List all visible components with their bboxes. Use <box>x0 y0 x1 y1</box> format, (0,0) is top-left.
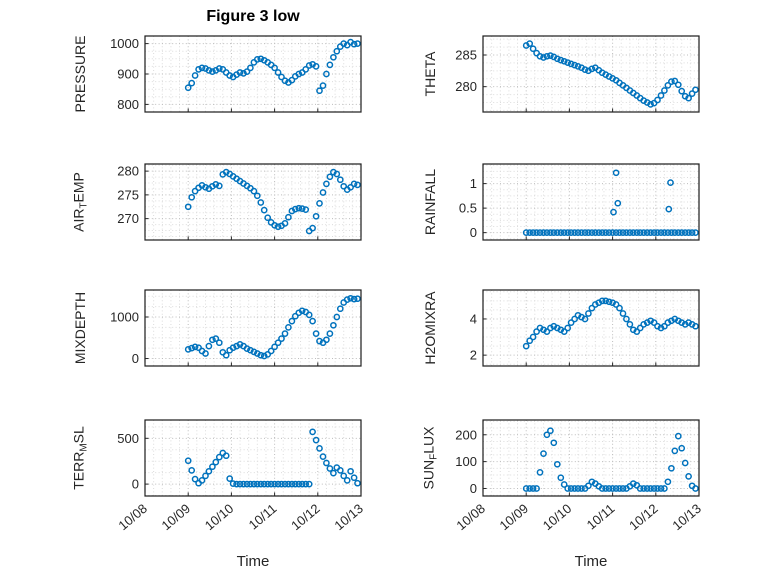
ytick-label: 800 <box>117 97 139 112</box>
chart-h2omixra: 24 <box>470 289 700 367</box>
ylabel-pressure: PRESSURE <box>72 35 88 113</box>
ytick-label: 0.5 <box>459 201 477 216</box>
data-points-h2omixra <box>522 297 699 350</box>
ylabel-air-temp: AIRTEMP <box>70 172 90 232</box>
data-points-rainfall <box>522 169 699 236</box>
data-points-mixdepth <box>184 294 361 360</box>
ytick-label: 4 <box>470 311 477 326</box>
chart-rainfall: 00.51 <box>459 163 700 241</box>
xtick-label: 10/13 <box>331 501 366 533</box>
ytick-label: 275 <box>117 187 139 202</box>
xtick-label: 10/11 <box>246 501 280 533</box>
ytick-label: 200 <box>455 427 477 442</box>
chart-mixdepth: 0 1000 <box>110 289 362 367</box>
xlabel-right: Time <box>574 553 608 570</box>
ytick-label: 0 <box>470 225 477 240</box>
ytick-label: 2 <box>470 348 477 363</box>
data-points-theta <box>522 40 699 108</box>
xtick-label: 10/08 <box>453 501 488 533</box>
chart-theta: 280 285 <box>455 35 700 113</box>
ytick-label: 100 <box>455 454 477 469</box>
ytick-label: 1 <box>470 176 477 191</box>
ytick-label: 280 <box>455 79 477 94</box>
ytick-label: 285 <box>455 48 477 63</box>
ytick-label: 0 <box>132 351 139 366</box>
data-points-pressure <box>184 38 361 95</box>
ytick-label: 1000 <box>110 309 139 324</box>
xtick-label: 10/09 <box>159 501 194 533</box>
ytick-label: 900 <box>117 67 139 82</box>
ylabel-sun-flux: SUNFLUX <box>420 426 440 490</box>
ytick-label: 280 <box>117 164 139 179</box>
ytick-label: 500 <box>117 431 139 446</box>
xtick-label: 10/08 <box>115 501 150 533</box>
xtick-label: 10/12 <box>626 501 661 533</box>
chart-sun-flux: 0 100 200 10/08 10/09 10/10 10/11 10/12 10/13 <box>453 419 704 533</box>
ylabel-rainfall: RAINFALL <box>422 168 438 236</box>
ylabel-h2omixra: H2OMIXRA <box>422 291 438 365</box>
xtick-label: 10/10 <box>202 501 237 533</box>
xtick-label: 10/13 <box>669 501 704 533</box>
xlabel-left: Time <box>236 553 270 570</box>
data-points-terr-msl <box>184 428 361 488</box>
figure-title: Figure 3 low <box>206 8 300 25</box>
ylabel-terr-msl: TERRMSL <box>70 426 90 490</box>
ylabel-theta: THETA <box>422 51 438 97</box>
xtick-label: 10/12 <box>288 501 323 533</box>
chart-pressure: 800 900 1000 <box>110 35 362 113</box>
ytick-label: 270 <box>117 211 139 226</box>
xtick-label: 10/10 <box>540 501 575 533</box>
ytick-label: 0 <box>132 477 139 492</box>
ytick-label: 0 <box>470 481 477 496</box>
ylabel-mixdepth: MIXDEPTH <box>72 291 88 365</box>
xtick-label: 10/11 <box>584 501 618 533</box>
data-points-sun-flux <box>522 427 699 492</box>
xtick-label: 10/09 <box>497 501 532 533</box>
ytick-label: 1000 <box>110 36 139 51</box>
chart-terr-msl: 0 500 10/08 10/09 10/10 10/11 10/12 10/13 <box>115 419 366 533</box>
chart-air-temp: 270 275 280 <box>117 163 362 241</box>
data-points-air-temp <box>184 168 361 235</box>
